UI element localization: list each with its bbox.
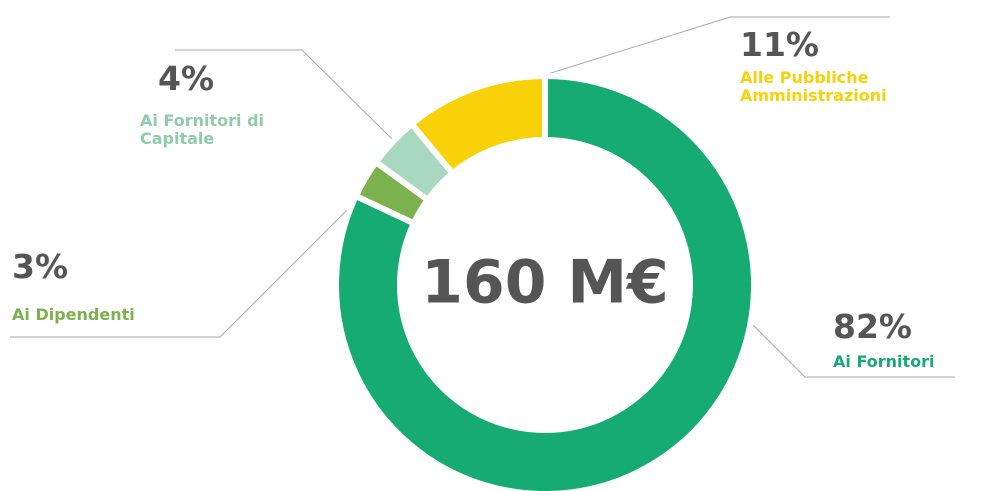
donut-segment	[407, 72, 548, 178]
donut-segment	[333, 72, 757, 491]
value-label: 11%	[740, 25, 819, 64]
leader-line	[175, 49, 396, 143]
category-label: Ai Dipendenti	[12, 305, 135, 324]
value-label: 4%	[158, 59, 215, 98]
leader-line	[10, 204, 353, 338]
category-label: Alle Pubbliche Amministrazioni	[740, 68, 887, 106]
value-label: 82%	[833, 307, 912, 346]
value-label: 3%	[12, 247, 69, 286]
leader-line	[534, 16, 890, 79]
category-label: Ai Fornitori di Capitale	[140, 111, 264, 149]
category-label: Ai Fornitori	[833, 352, 935, 371]
leader-line	[747, 319, 955, 378]
center-label: 160 M€	[421, 248, 669, 318]
